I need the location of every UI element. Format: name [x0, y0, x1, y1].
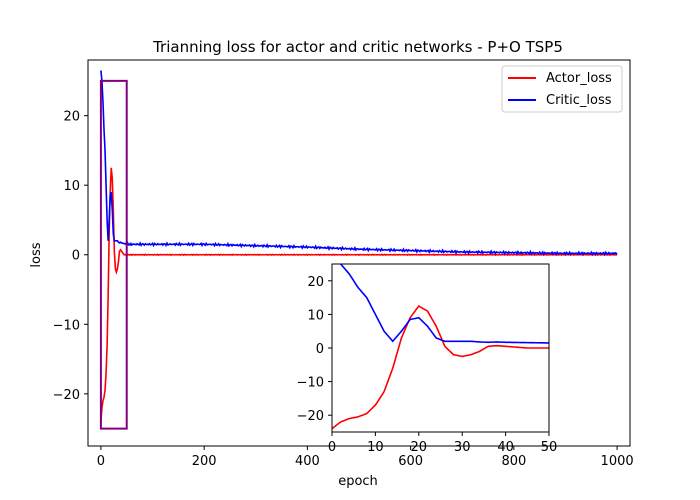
inset-actor-loss-line — [332, 304, 549, 430]
inset-y-tick-label: −10 — [297, 376, 324, 391]
inset-x-tick-label: 40 — [497, 440, 514, 455]
inset-y-tick-label: −20 — [297, 409, 324, 424]
x-tick-label: 800 — [501, 454, 526, 469]
chart-title: Trianning loss for actor and critic netw… — [152, 38, 563, 56]
inset-x-tick-label: 30 — [454, 440, 471, 455]
x-tick-label: 400 — [295, 454, 320, 469]
y-tick-label: 10 — [63, 179, 80, 194]
x-axis-label: epoch — [338, 474, 378, 489]
y-tick-label: −10 — [53, 318, 80, 333]
x-tick-label: 200 — [192, 454, 217, 469]
inset-x-tick-label: 10 — [367, 440, 384, 455]
y-tick-label: 0 — [72, 249, 80, 264]
inset-y-tick-label: 0 — [316, 342, 324, 357]
legend-label-critic: Critic_loss — [546, 93, 612, 108]
legend-label-actor: Actor_loss — [546, 71, 612, 86]
y-axis-label: loss — [29, 242, 44, 267]
main-axes-frame — [87, 59, 631, 447]
inset-x-tick-label: 50 — [541, 440, 558, 455]
inset-x-tick-label: 0 — [328, 440, 336, 455]
inset-x-tick-label: 20 — [411, 440, 428, 455]
inset-plot-area: 0 10 20 30 40 50 −20 −10 0 10 20 — [297, 263, 558, 455]
actor-loss-line — [100, 167, 618, 422]
inset-critic-loss-line — [339, 264, 549, 344]
zoom-highlight-box — [99, 79, 128, 430]
inset-y-tick-label: 20 — [307, 275, 324, 290]
y-tick-label: −20 — [53, 388, 80, 403]
inset-y-tick-label: 10 — [307, 308, 324, 323]
legend: Actor_loss Critic_loss — [501, 65, 623, 113]
x-tick-label: 600 — [398, 454, 423, 469]
critic-loss-line — [100, 70, 618, 257]
inset-background — [332, 264, 549, 432]
y-tick-label: 20 — [63, 110, 80, 125]
x-tick-label: 1000 — [601, 454, 634, 469]
x-tick-label: 0 — [97, 454, 105, 469]
